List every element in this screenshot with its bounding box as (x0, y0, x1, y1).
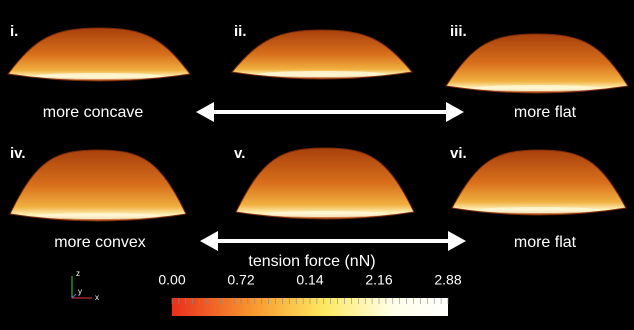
dome-rim (478, 207, 600, 213)
dome-rim (259, 71, 385, 77)
colorbar-tick-label: 0.72 (227, 272, 254, 288)
panel-label: iii. (450, 23, 467, 40)
colorbar-tick-label: 2.88 (434, 272, 461, 288)
dome-rim (35, 73, 163, 79)
caption: more concave (43, 104, 144, 121)
arrow-head (200, 231, 218, 251)
dome (9, 149, 187, 222)
colorbar-tick-label: 2.16 (365, 272, 392, 288)
panel-label: iv. (10, 145, 26, 162)
axis-label: x (95, 293, 99, 302)
dome-rim (36, 213, 160, 219)
dome (445, 33, 629, 94)
arrow-head (196, 102, 214, 122)
dome (451, 149, 627, 216)
arrows (196, 102, 466, 251)
dome-renders (7, 27, 629, 222)
caption: more convex (54, 234, 146, 251)
axis-label: z (76, 269, 80, 278)
colorbar-ticks: 0.00 0.72 0.14 2.16 2.88 (158, 272, 462, 304)
dome-rim (262, 211, 388, 217)
colorbar-tick-label: 0.00 (158, 272, 185, 288)
dome (231, 29, 413, 80)
panel-label: ii. (234, 23, 247, 40)
y-axis (71, 293, 77, 299)
arrow-head (446, 102, 464, 122)
dome-rim (473, 85, 601, 91)
panel-label: i. (10, 23, 18, 40)
caption: more flat (514, 234, 577, 251)
dome (235, 147, 415, 220)
axis-label: y (78, 287, 82, 296)
colorbar-tick-label: 0.14 (296, 272, 323, 288)
arrow-head (448, 231, 466, 251)
colorbar-title: tension force (nN) (248, 253, 375, 270)
axis-triad: z y x (71, 269, 99, 302)
dome (7, 27, 191, 82)
caption: more flat (514, 104, 577, 121)
panel-label: v. (234, 145, 245, 162)
panel-label: vi. (450, 145, 467, 162)
